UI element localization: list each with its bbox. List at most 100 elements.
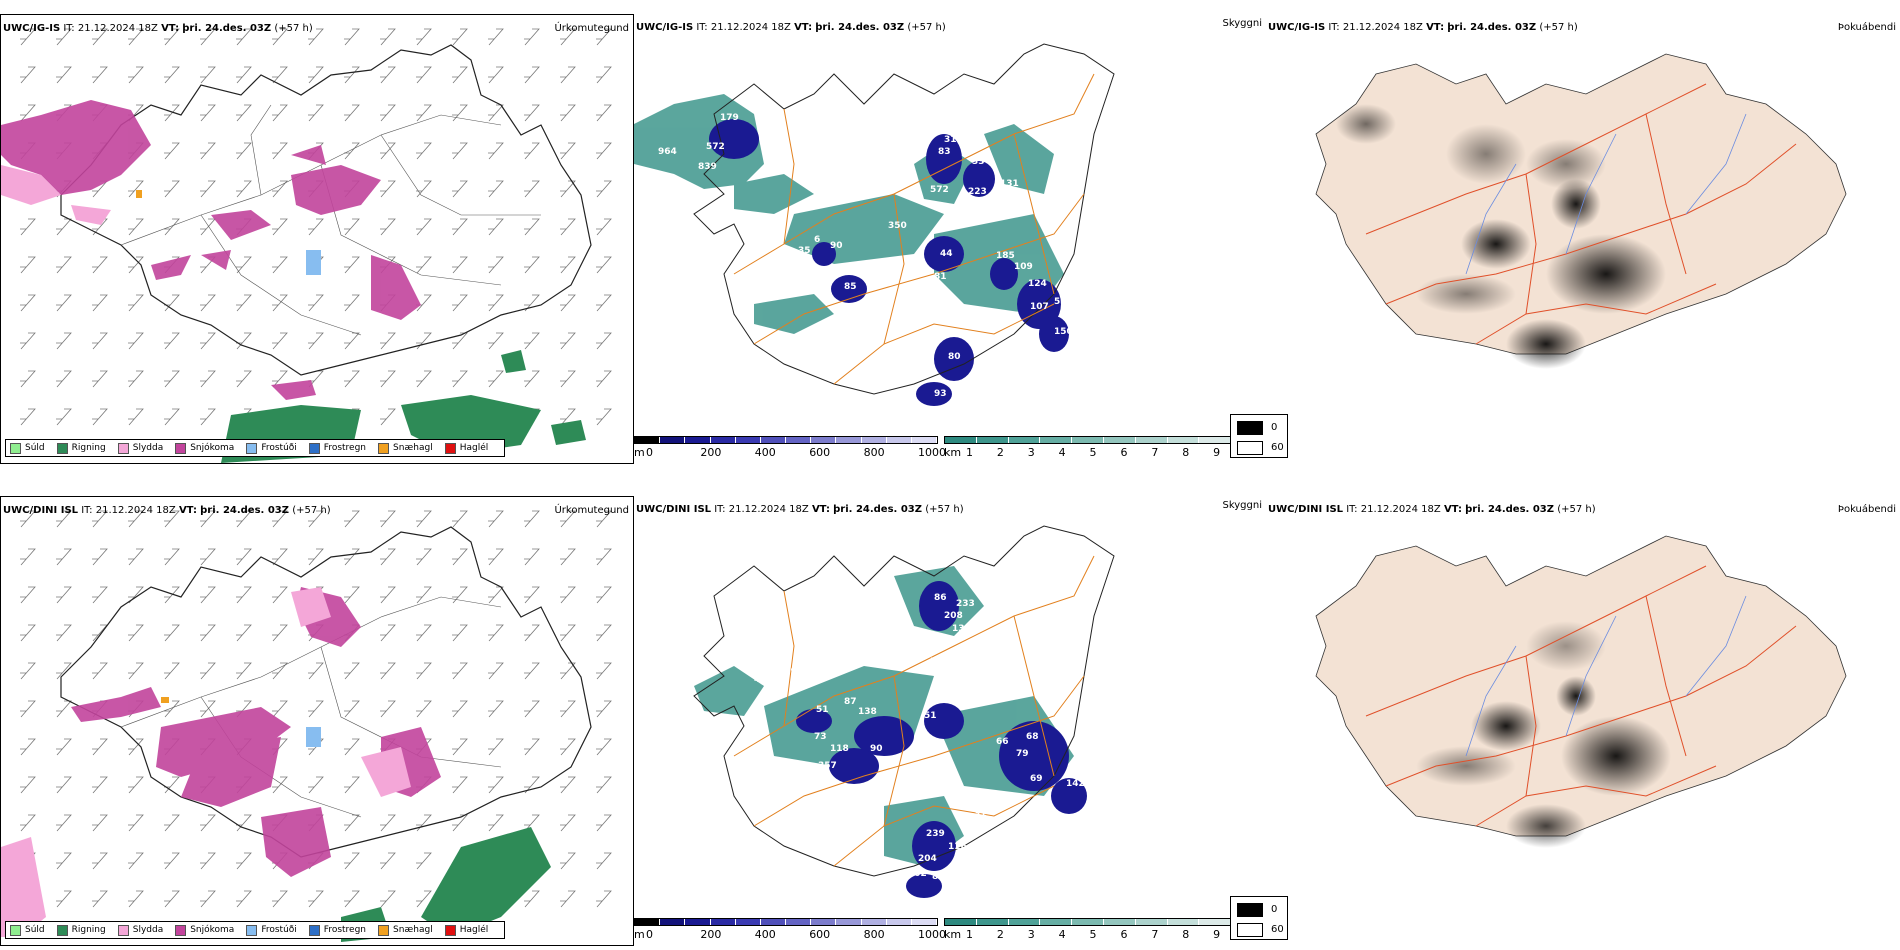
legend-item: Snæhagl [378,442,433,454]
wind-barb [92,548,108,566]
wind-barb [236,180,252,198]
colorbar-tick: 5 [1089,928,1097,941]
wind-barb [236,510,252,528]
iceland-coastline [60,526,592,858]
wind-barb [560,370,576,388]
legend-item: Snæhagl [378,924,433,936]
wind-barb [128,548,144,566]
wind-barb [272,66,288,84]
wind-barb [272,142,288,160]
wind-barb [56,548,72,566]
legend-item: Slydda [117,924,164,936]
wind-barb [236,662,252,680]
colorbar-tick: 200 [700,446,722,459]
wind-barb [560,852,576,870]
wind-barb [524,510,540,528]
cloudbase-label: 204 [918,854,937,864]
cloudbase-label: 84 [932,872,945,882]
precip-map-bottom [1,510,612,942]
wind-barb [380,814,396,832]
legend-item: Rigning [56,924,106,936]
cloudbase-label: 964 [658,147,677,157]
rivers [1465,113,1747,275]
wind-barb [380,852,396,870]
wind-barb [380,104,396,122]
cloudbase-label: 131 [1000,179,1019,189]
colorbar-cell [836,437,862,443]
legend-item: Haglél [444,442,488,454]
wind-barb [92,408,108,426]
wind-barb [92,890,108,908]
wind-barb [272,294,288,312]
wind-barb [128,776,144,794]
wind-barb [524,738,540,756]
wind-barb [20,776,36,794]
wind-barb [56,814,72,832]
colorbar-cell [635,919,661,925]
wind-barb [164,28,180,46]
colorbar-cell [1008,919,1041,925]
wind-barb [308,510,324,528]
wind-barb [488,700,504,718]
wind-barb [200,28,216,46]
wind-barb [452,180,468,198]
colorbar-cell [811,919,837,925]
wind-barb [200,814,216,832]
wind-barb [488,624,504,642]
legend-label: Rigning [71,443,106,453]
wind-barb [92,510,108,528]
precip-panel-title: Úrkomutegund [554,23,629,34]
wind-barb [344,142,360,160]
wind-barb [200,142,216,160]
wind-barb [596,776,612,794]
wind-barb [380,180,396,198]
legend-item: Súld [10,442,45,454]
wind-barb [272,700,288,718]
legend-label: Frostregn [323,925,367,935]
legend-label: Súld [25,443,45,453]
cloudbase-labels: 179 572 964 839 117 83 31 33 572 223 131 350 35 90 44 1… [658,113,1073,402]
wind-barb [128,852,144,870]
wind-barb [236,890,252,908]
wind-barb [20,408,36,426]
sleet-areas [1,165,111,225]
wind-barb [236,28,252,46]
legend-swatch [378,924,390,936]
colorbar-cell [1072,919,1104,925]
wind-barb [452,66,468,84]
wind-barb [416,180,432,198]
wind-barb [380,510,396,528]
wind-barb [272,662,288,680]
wind-barb [308,104,324,122]
wind-barb [236,142,252,160]
wind-barb [128,586,144,604]
wind-barb [20,814,36,832]
wind-barb [20,662,36,680]
legend-item: Snjókoma [175,924,234,936]
cloudbase-label: 55 [930,657,943,667]
wind-barb [380,370,396,388]
wind-barb [452,624,468,642]
colorbar-cell [735,919,761,925]
wind-barb [344,738,360,756]
colorbar-cell [1199,919,1232,925]
wind-barb [416,142,432,160]
colorbar-tick: 9 [1213,446,1221,459]
wind-barb [560,104,576,122]
legend-label: Slydda [132,925,164,935]
legend-swatch [10,924,21,936]
wind-barb [524,142,540,160]
wind-barb [164,662,180,680]
wind-barb [560,256,576,274]
colorbar-tick: 9 [1213,928,1221,941]
visibility-panel-title: Skyggni [1222,18,1262,29]
legend-label: Súld [25,925,45,935]
wind-barb [164,408,180,426]
wind-barb [200,332,216,350]
fog-legend-swatch [1237,903,1263,917]
wind-barb [524,104,540,122]
legend-item: Súld [10,924,45,936]
wind-barb [344,814,360,832]
colorbar-cell [710,919,736,925]
legend-swatch [56,442,68,454]
